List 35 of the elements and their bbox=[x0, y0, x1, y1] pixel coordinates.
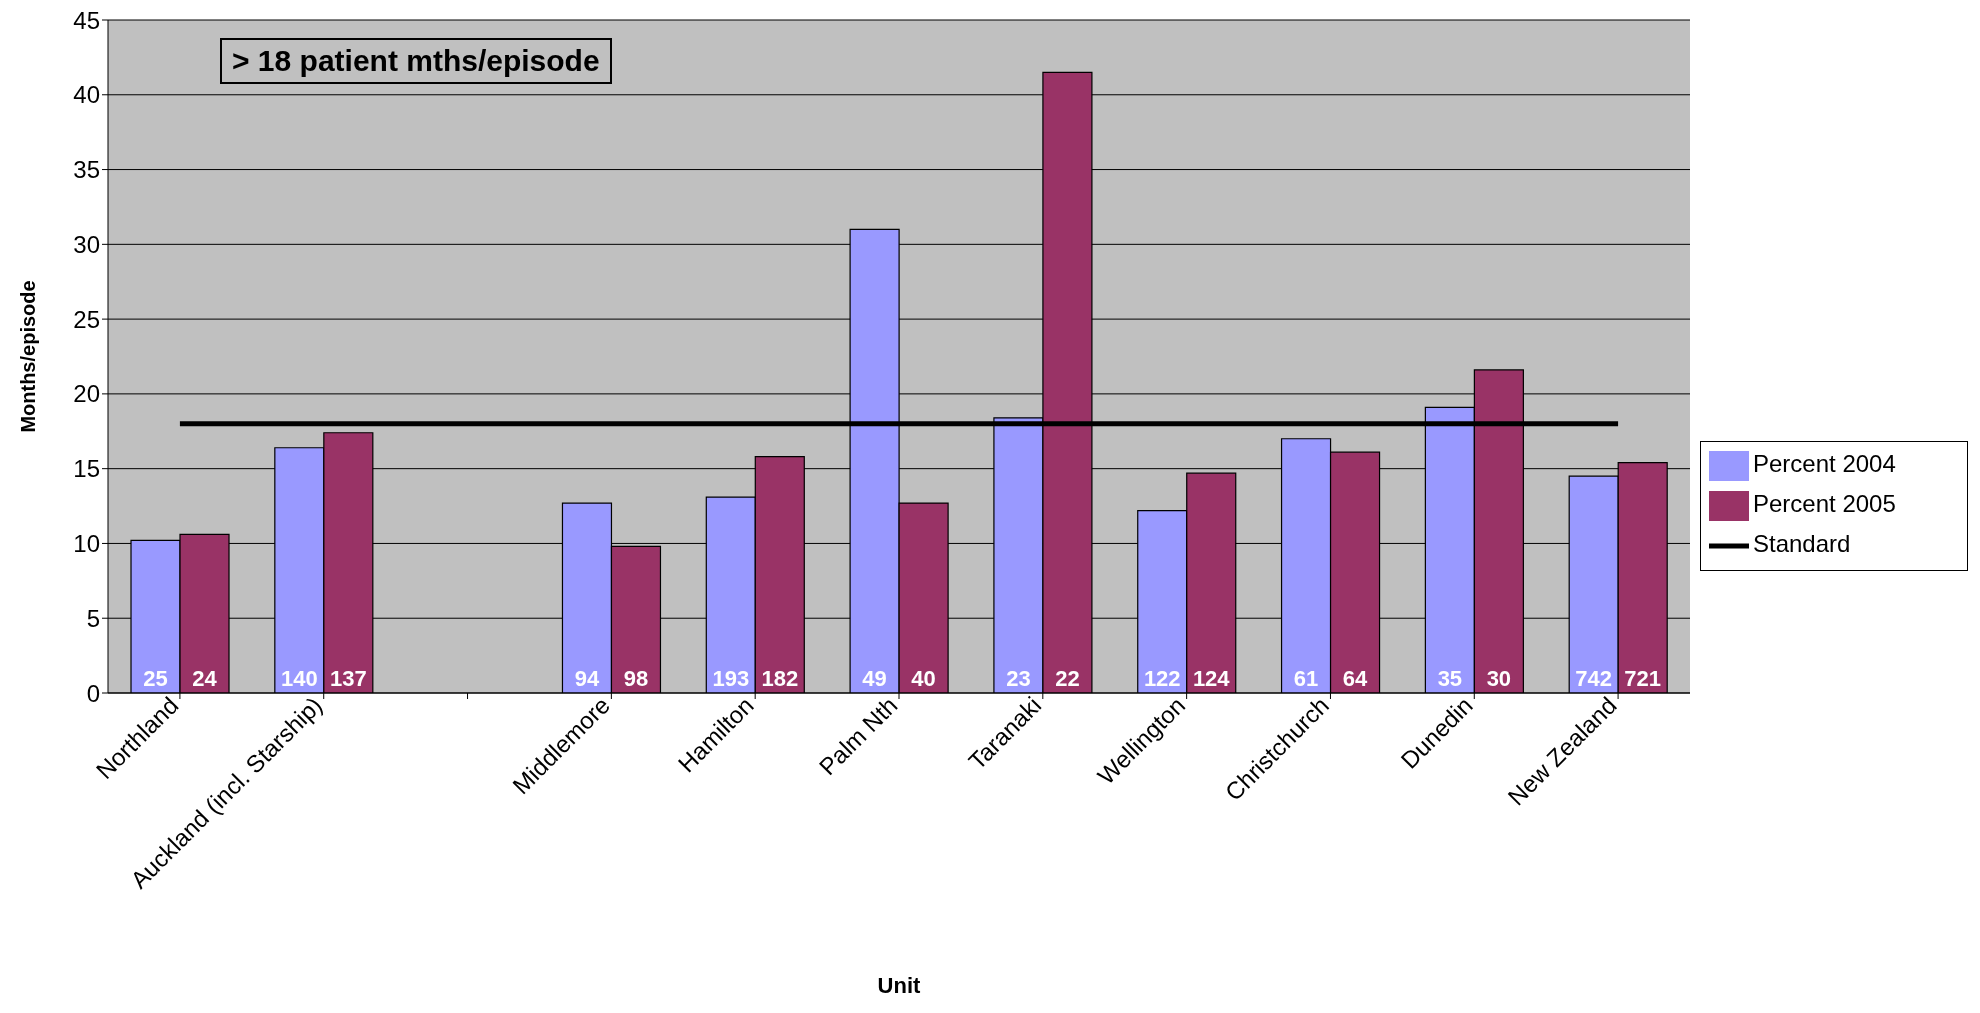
y-axis-title: Months/episode bbox=[17, 280, 40, 433]
annotation: 40 bbox=[911, 665, 936, 691]
y-tick-label: 20 bbox=[73, 380, 100, 408]
x-axis-title: Unit bbox=[877, 973, 922, 998]
annotation: 22 bbox=[1055, 665, 1080, 691]
annotation: 182 bbox=[761, 665, 799, 691]
y-tick-label: 5 bbox=[86, 604, 100, 632]
annotation: 61 bbox=[1293, 665, 1319, 691]
annotation: 64 bbox=[1342, 665, 1369, 691]
annotation: 23 bbox=[1006, 665, 1031, 691]
annotation: 25 bbox=[143, 665, 168, 691]
legend-label: Standard bbox=[1753, 529, 1851, 557]
y-tick-label: 25 bbox=[73, 305, 100, 333]
y-tick-label: 15 bbox=[73, 455, 100, 483]
y-tick-label: 45 bbox=[73, 6, 100, 34]
annotation: 122 bbox=[1143, 665, 1181, 691]
annotation: 140 bbox=[280, 665, 318, 691]
annotation: 742 bbox=[1575, 665, 1613, 691]
legend-label: Percent 2005 bbox=[1753, 489, 1896, 517]
y-tick-label: 40 bbox=[73, 81, 100, 109]
y-tick-label: 35 bbox=[73, 156, 100, 184]
annotation: 35 bbox=[1437, 665, 1463, 691]
annotation: 137 bbox=[329, 665, 367, 691]
annotation: 94 bbox=[574, 665, 600, 691]
annotation: 30 bbox=[1486, 665, 1512, 691]
annotation: 193 bbox=[712, 665, 750, 691]
y-tick-label: 10 bbox=[73, 529, 100, 557]
annotation: 98 bbox=[623, 665, 649, 691]
annotation: 24 bbox=[192, 665, 218, 691]
text: > 18 patient mths/episode bbox=[220, 38, 612, 84]
annotation: 49 bbox=[862, 665, 887, 691]
legend-label: Percent 2004 bbox=[1753, 449, 1896, 477]
annotation: 721 bbox=[1624, 665, 1662, 691]
y-tick-label: 30 bbox=[73, 230, 100, 258]
annotation: 124 bbox=[1192, 665, 1231, 691]
